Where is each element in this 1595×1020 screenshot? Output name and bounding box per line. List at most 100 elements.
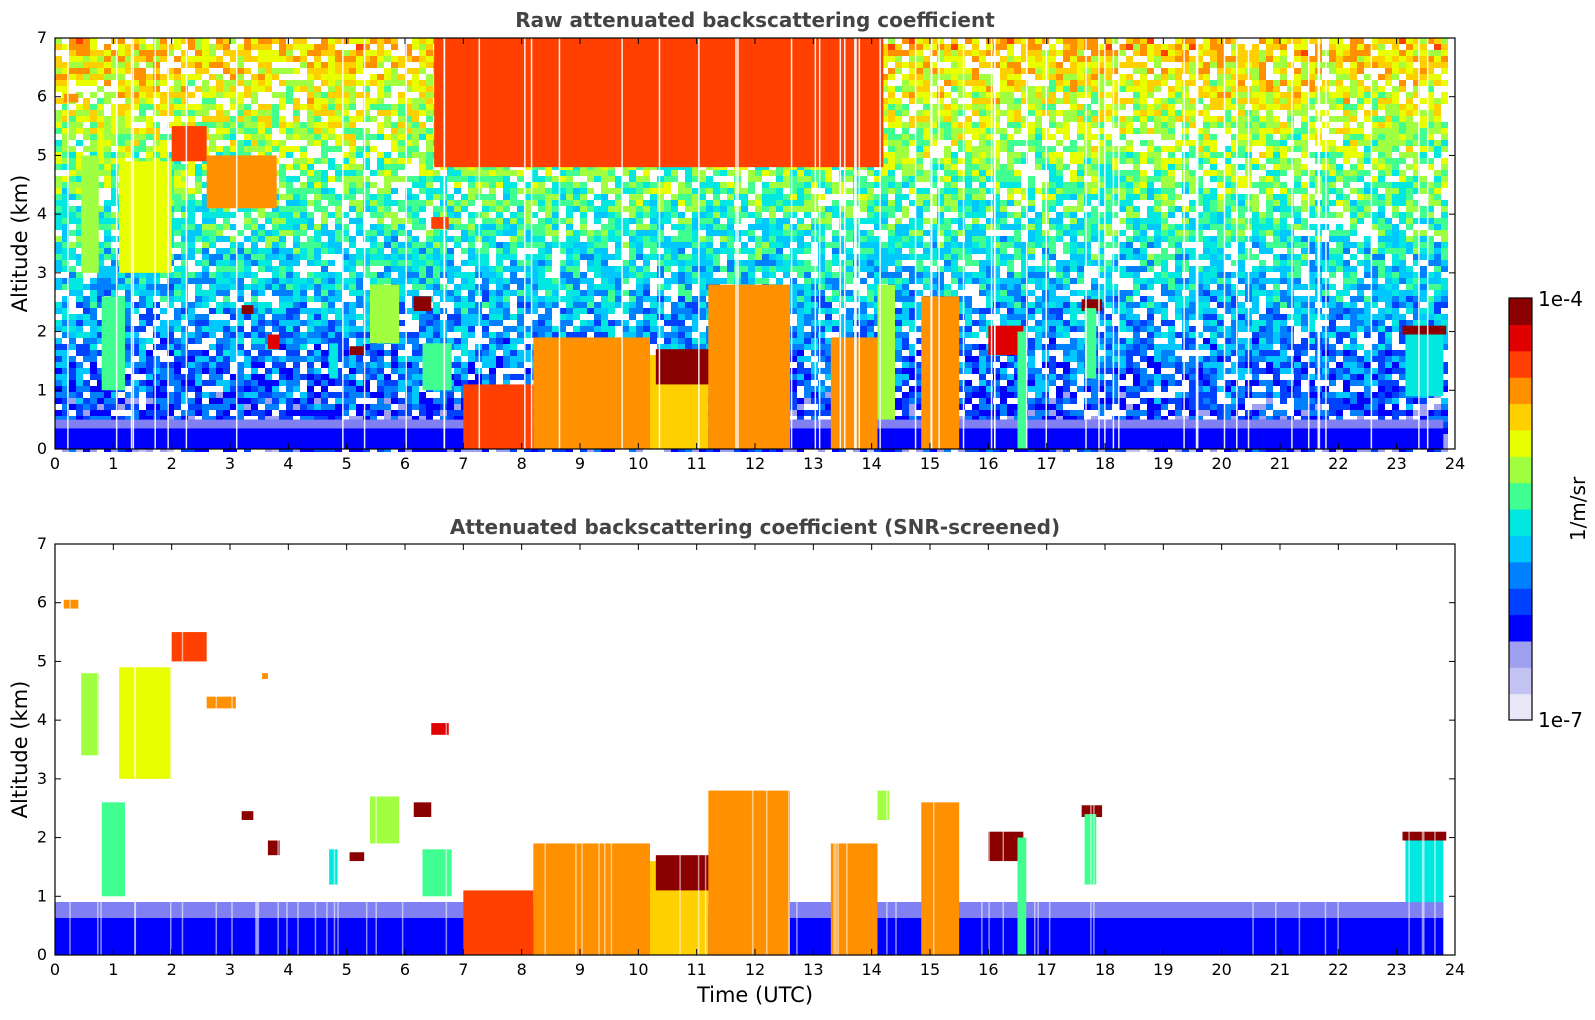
noise-cell bbox=[342, 212, 349, 218]
noise-cell bbox=[377, 224, 384, 230]
noise-cell bbox=[426, 266, 433, 272]
noise-cell bbox=[69, 248, 76, 254]
noise-cell bbox=[587, 176, 594, 182]
noise-cell bbox=[384, 194, 391, 200]
noise-cell bbox=[636, 272, 643, 278]
noise-cell bbox=[412, 146, 419, 152]
noise-cell bbox=[265, 398, 272, 404]
noise-cell bbox=[195, 338, 202, 344]
noise-cell bbox=[356, 296, 363, 302]
noise-cell bbox=[55, 320, 62, 326]
noise-cell bbox=[468, 194, 475, 200]
noise-cell bbox=[272, 308, 279, 314]
noise-cell bbox=[174, 254, 181, 260]
noise-cell bbox=[412, 272, 419, 278]
noise-cell bbox=[412, 56, 419, 62]
noise-cell bbox=[293, 374, 300, 380]
noise-cell bbox=[643, 290, 650, 296]
noise-cell bbox=[573, 302, 580, 308]
noise-cell bbox=[146, 338, 153, 344]
noise-cell bbox=[62, 206, 69, 212]
noise-cell bbox=[475, 254, 482, 260]
noise-cell bbox=[69, 164, 76, 170]
noise-cell bbox=[664, 254, 671, 260]
noise-cell bbox=[608, 266, 615, 272]
noise-cell bbox=[216, 410, 223, 416]
noise-cell bbox=[111, 170, 118, 176]
noise-cell bbox=[447, 200, 454, 206]
noise-cell bbox=[335, 104, 342, 110]
noise-cell bbox=[62, 284, 69, 290]
noise-cell bbox=[160, 326, 167, 332]
noise-cell bbox=[97, 404, 104, 410]
noise-cell bbox=[314, 368, 321, 374]
noise-cell bbox=[111, 248, 118, 254]
noise-cell bbox=[454, 368, 461, 374]
noise-cell bbox=[671, 236, 678, 242]
noise-cell bbox=[566, 254, 573, 260]
noise-cell bbox=[650, 254, 657, 260]
noise-cell bbox=[216, 398, 223, 404]
noise-cell bbox=[314, 254, 321, 260]
noise-cell bbox=[104, 116, 111, 122]
noise-cell bbox=[230, 56, 237, 62]
noise-cell bbox=[496, 248, 503, 254]
noise-cell bbox=[55, 62, 62, 68]
noise-cell bbox=[377, 392, 384, 398]
noise-cell bbox=[447, 314, 454, 320]
noise-cell bbox=[111, 50, 118, 56]
noise-cell bbox=[230, 68, 237, 74]
noise-cell bbox=[405, 116, 412, 122]
noise-cell bbox=[300, 392, 307, 398]
noise-cell bbox=[678, 224, 685, 230]
noise-cell bbox=[83, 104, 90, 110]
noise-cell bbox=[580, 332, 587, 338]
noise-cell bbox=[132, 362, 139, 368]
noise-cell bbox=[405, 260, 412, 266]
noise-cell bbox=[76, 260, 83, 266]
noise-cell bbox=[76, 50, 83, 56]
noise-cell bbox=[209, 74, 216, 80]
noise-cell bbox=[384, 404, 391, 410]
noise-cell bbox=[265, 278, 272, 284]
noise-cell bbox=[489, 224, 496, 230]
noise-cell bbox=[153, 140, 160, 146]
noise-cell bbox=[55, 416, 62, 422]
noise-cell bbox=[328, 320, 335, 326]
noise-cell bbox=[251, 224, 258, 230]
noise-cell bbox=[412, 242, 419, 248]
noise-cell bbox=[307, 224, 314, 230]
noise-cell bbox=[377, 110, 384, 116]
noise-cell bbox=[202, 260, 209, 266]
noise-cell bbox=[370, 404, 377, 410]
noise-cell bbox=[559, 182, 566, 188]
noise-cell bbox=[363, 254, 370, 260]
noise-cell bbox=[615, 200, 622, 206]
noise-cell bbox=[265, 248, 272, 254]
noise-cell bbox=[97, 68, 104, 74]
noise-cell bbox=[300, 158, 307, 164]
noise-cell bbox=[230, 116, 237, 122]
noise-cell bbox=[251, 116, 258, 122]
noise-cell bbox=[251, 38, 258, 44]
noise-cell bbox=[188, 338, 195, 344]
noise-cell bbox=[265, 44, 272, 50]
noise-cell bbox=[482, 248, 489, 254]
noise-cell bbox=[489, 242, 496, 248]
noise-cell bbox=[643, 320, 650, 326]
noise-cell bbox=[188, 170, 195, 176]
noise-cell bbox=[426, 320, 433, 326]
noise-cell bbox=[62, 302, 69, 308]
noise-cell bbox=[412, 98, 419, 104]
noise-cell bbox=[279, 206, 286, 212]
noise-cell bbox=[356, 410, 363, 416]
noise-cell bbox=[538, 272, 545, 278]
noise-cell bbox=[111, 134, 118, 140]
noise-cell bbox=[559, 242, 566, 248]
noise-cell bbox=[510, 188, 517, 194]
noise-cell bbox=[55, 236, 62, 242]
noise-cell bbox=[545, 296, 552, 302]
noise-cell bbox=[335, 344, 342, 350]
noise-cell bbox=[125, 326, 132, 332]
noise-cell bbox=[503, 332, 510, 338]
